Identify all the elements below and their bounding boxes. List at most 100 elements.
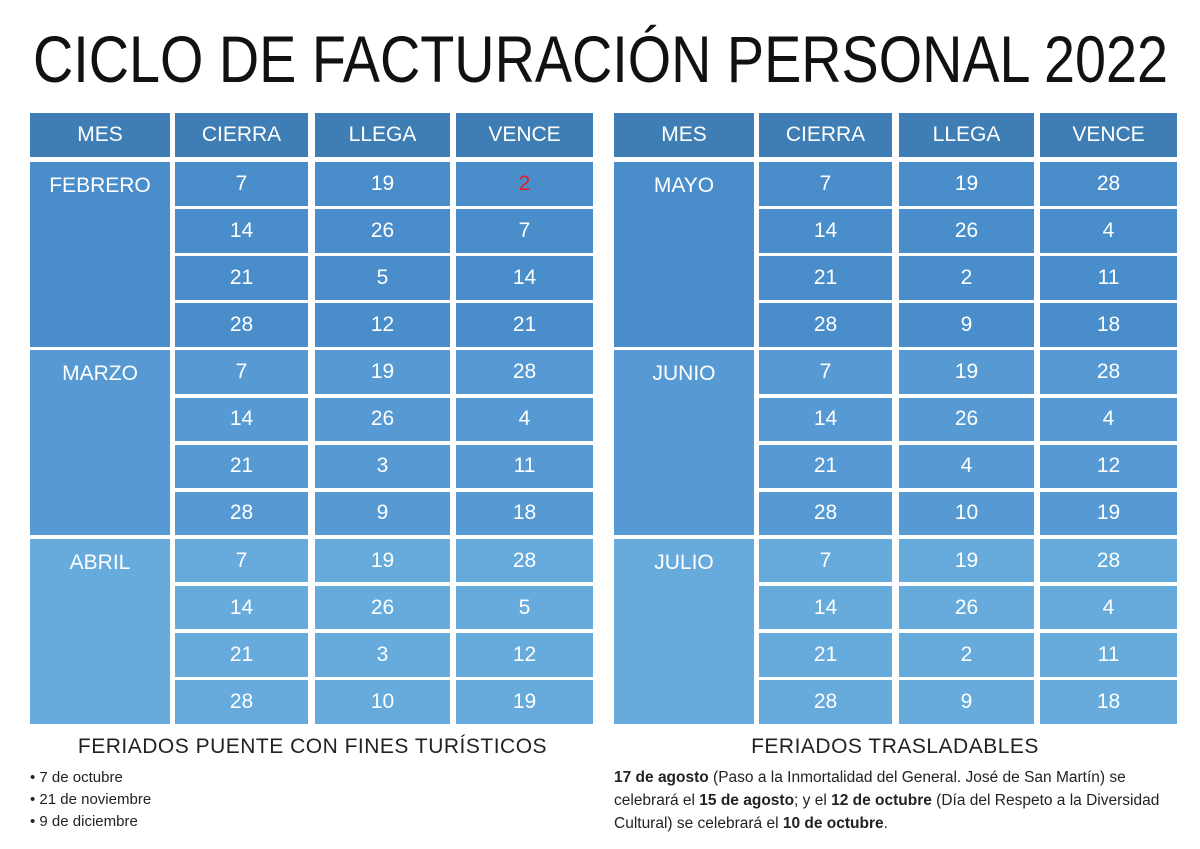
day-cell: 18	[1040, 680, 1177, 724]
holiday-item: • 9 de diciembre	[30, 813, 138, 830]
holiday-text: 21 de noviembre	[39, 791, 152, 808]
day-cell: 7	[175, 350, 308, 394]
day-cell: 7	[175, 538, 308, 583]
month-cell: ABRIL	[30, 538, 170, 724]
text: ; y el	[794, 792, 832, 809]
day-cell: 14	[759, 397, 892, 441]
holiday-text: 9 de diciembre	[39, 813, 138, 830]
bold-text: 12 de octubre	[831, 792, 932, 809]
day-cell: 19	[899, 350, 1034, 394]
bullet: •	[30, 791, 40, 808]
day-cell: 21	[759, 256, 892, 300]
title: CICLO DE FACTURACIÓN PERSONAL 2022	[33, 22, 1168, 96]
notes-right-text: 17 de agosto (Paso a la Inmortalidad del…	[614, 766, 1179, 835]
day-cell: 7	[456, 209, 593, 253]
day-cell: 21	[175, 444, 308, 489]
text: .	[883, 815, 888, 832]
day-cell: 21	[175, 256, 308, 300]
day-cell: 7	[175, 162, 308, 206]
day-cell: 5	[315, 256, 450, 300]
month-cell: JULIO	[614, 538, 754, 724]
day-cell: 18	[456, 491, 593, 536]
day-cell: 3	[315, 444, 450, 489]
header-cell: MES	[30, 113, 170, 157]
header-cell: CIERRA	[759, 113, 892, 157]
day-cell: 2	[456, 162, 593, 206]
header-cell: VENCE	[1040, 113, 1177, 157]
day-cell: 28	[759, 680, 892, 724]
day-cell: 26	[899, 397, 1034, 441]
day-cell: 21	[456, 303, 593, 347]
day-cell: 9	[899, 680, 1034, 724]
day-cell: 10	[315, 680, 450, 724]
header-cell: LLEGA	[899, 113, 1034, 157]
day-cell: 28	[456, 350, 593, 394]
day-cell: 28	[1040, 162, 1177, 206]
day-cell: 3	[315, 633, 450, 677]
day-cell: 28	[175, 303, 308, 347]
day-cell: 4	[899, 444, 1034, 489]
day-cell: 4	[1040, 397, 1177, 441]
day-cell: 26	[899, 585, 1034, 630]
month-cell: MAYO	[614, 162, 754, 347]
header-cell: LLEGA	[315, 113, 450, 157]
day-cell: 28	[1040, 350, 1177, 394]
header-cell: MES	[614, 113, 754, 157]
day-cell: 21	[759, 633, 892, 677]
day-cell: 4	[456, 397, 593, 441]
day-cell: 14	[175, 585, 308, 630]
day-cell: 7	[759, 350, 892, 394]
day-cell: 14	[759, 585, 892, 630]
day-cell: 11	[1040, 256, 1177, 300]
bullet: •	[30, 813, 40, 830]
notes-right-title: FERIADOS TRASLADABLES	[751, 735, 1039, 758]
day-cell: 21	[759, 444, 892, 489]
text: (Día del Respeto a la Diversidad Cultura…	[614, 792, 1160, 832]
day-cell: 26	[315, 209, 450, 253]
day-cell: 28	[1040, 538, 1177, 583]
day-cell: 2	[899, 633, 1034, 677]
day-cell: 26	[315, 397, 450, 441]
day-cell: 28	[759, 491, 892, 536]
day-cell: 19	[315, 538, 450, 583]
day-cell: 14	[175, 397, 308, 441]
header-cell: VENCE	[456, 113, 593, 157]
day-cell: 19	[1040, 491, 1177, 536]
day-cell: 4	[1040, 585, 1177, 630]
day-cell: 19	[899, 162, 1034, 206]
day-cell: 14	[759, 209, 892, 253]
day-cell: 18	[1040, 303, 1177, 347]
day-cell: 19	[315, 162, 450, 206]
day-cell: 9	[899, 303, 1034, 347]
bold-text: 10 de octubre	[782, 815, 884, 832]
day-cell: 10	[899, 491, 1034, 536]
notes-left-title: FERIADOS PUENTE CON FINES TURÍSTICOS	[77, 735, 548, 758]
day-cell: 28	[175, 491, 308, 536]
holiday-text: 7 de octubre	[39, 769, 123, 786]
title-area: CICLO DE FACTURACIÓN PERSONAL 2022	[33, 22, 1168, 96]
month-cell: FEBRERO	[30, 162, 170, 347]
day-cell: 28	[175, 680, 308, 724]
day-cell: 28	[456, 538, 593, 583]
day-cell: 19	[456, 680, 593, 724]
day-cell: 14	[456, 256, 593, 300]
month-cell: MARZO	[30, 350, 170, 536]
bold-text: 15 de agosto	[699, 792, 795, 809]
holiday-item: • 21 de noviembre	[30, 791, 151, 808]
day-cell: 28	[759, 303, 892, 347]
day-cell: 19	[899, 538, 1034, 583]
day-cell: 26	[899, 209, 1034, 253]
day-cell: 9	[315, 491, 450, 536]
day-cell: 7	[759, 538, 892, 583]
day-cell: 5	[456, 585, 593, 630]
day-cell: 11	[1040, 633, 1177, 677]
bold-text: 17 de agosto	[614, 769, 709, 786]
bullet: •	[30, 769, 40, 786]
day-cell: 26	[315, 585, 450, 630]
day-cell: 12	[1040, 444, 1177, 489]
text: (Paso a la Inmortalidad del General. Jos…	[614, 769, 1126, 809]
day-cell: 12	[315, 303, 450, 347]
day-cell: 14	[175, 209, 308, 253]
header-cell: CIERRA	[175, 113, 308, 157]
